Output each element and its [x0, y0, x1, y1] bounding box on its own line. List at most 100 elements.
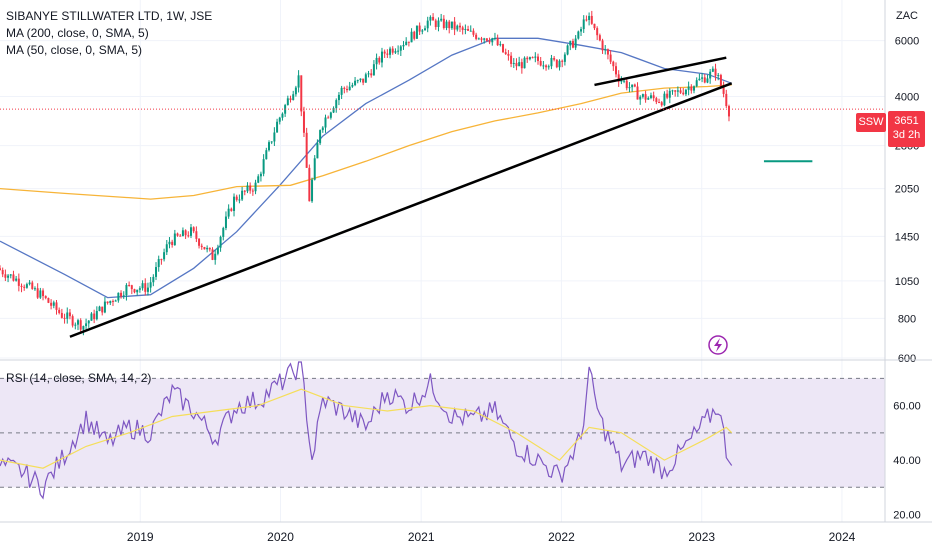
- candle-down: [660, 102, 663, 106]
- candle-up: [165, 244, 168, 253]
- ma200-label[interactable]: MA (200, close, 0, SMA, 5): [6, 26, 149, 40]
- candle-down: [111, 300, 114, 302]
- candle-down: [719, 75, 722, 87]
- candle-up: [152, 276, 155, 283]
- candle-up: [566, 45, 569, 55]
- candle-down: [727, 106, 730, 117]
- candle-up: [389, 48, 392, 55]
- candle-up: [28, 282, 31, 285]
- candle-up: [9, 274, 12, 276]
- candle-up: [604, 49, 607, 51]
- candle-up: [711, 68, 714, 72]
- candle-up: [332, 108, 335, 113]
- candle-up: [456, 25, 459, 30]
- price-tick: 2050: [895, 184, 919, 196]
- candle-down: [302, 111, 305, 133]
- candle-down: [633, 84, 636, 87]
- candle-up: [297, 75, 300, 88]
- candle-up: [429, 16, 432, 21]
- candle-down: [192, 227, 195, 232]
- candle-up: [569, 41, 572, 46]
- candle-up: [138, 288, 141, 290]
- candle-up: [577, 31, 580, 39]
- candle-down: [160, 259, 163, 261]
- candle-down: [432, 16, 435, 21]
- candle-up: [437, 20, 440, 27]
- candle-up: [717, 75, 720, 77]
- candle-up: [52, 302, 55, 306]
- candle-up: [219, 236, 222, 248]
- candle-down: [555, 59, 558, 68]
- candle-up: [66, 312, 69, 319]
- candle-down: [300, 75, 303, 112]
- candle-up: [547, 66, 550, 68]
- candle-up: [491, 38, 494, 43]
- candles[interactable]: [0, 10, 730, 336]
- candle-down: [596, 28, 599, 36]
- candle-up: [641, 94, 644, 97]
- rsi-label[interactable]: RSI (14, close, SMA, 14, 2): [6, 371, 152, 385]
- candle-up: [109, 300, 112, 304]
- candle-up: [155, 267, 158, 277]
- candle-up: [222, 228, 225, 237]
- candle-down: [545, 65, 548, 68]
- candle-down: [60, 312, 63, 318]
- candle-down: [249, 185, 252, 191]
- candle-down: [128, 284, 131, 286]
- candle-up: [483, 38, 486, 40]
- candle-down: [106, 301, 109, 304]
- candle-up: [25, 284, 28, 288]
- candle-up: [233, 196, 236, 211]
- trendline: [594, 56, 727, 87]
- candle-down: [179, 235, 182, 237]
- candle-up: [580, 29, 583, 32]
- candle-up: [90, 313, 93, 321]
- currency-label: ZAC: [896, 10, 918, 22]
- ma50-label[interactable]: MA (50, close, 0, SMA, 5): [6, 43, 143, 57]
- time-tick: 2022: [548, 530, 575, 544]
- rsi-tick: 60.00: [893, 401, 921, 413]
- candle-up: [33, 288, 36, 290]
- candle-up: [424, 28, 427, 31]
- drawings[interactable]: [0, 56, 885, 338]
- bar-countdown: 3d 2h: [892, 129, 921, 141]
- candle-down: [488, 40, 491, 43]
- lightning-icon[interactable]: [708, 335, 728, 355]
- candle-up: [157, 259, 160, 268]
- candle-down: [593, 23, 596, 29]
- candle-up: [354, 80, 357, 86]
- candle-down: [485, 38, 488, 41]
- candle-down: [617, 74, 620, 82]
- candle-up: [397, 50, 400, 52]
- candle-up: [335, 100, 338, 109]
- candle-up: [149, 282, 152, 288]
- candle-up: [15, 278, 18, 281]
- candle-down: [442, 18, 445, 28]
- candle-up: [273, 132, 276, 142]
- candle-up: [534, 56, 537, 58]
- trendline: [69, 82, 733, 338]
- symbol-title[interactable]: SIBANYE STILLWATER LTD, 1W, JSE: [6, 9, 213, 23]
- candle-down: [507, 53, 510, 56]
- candle-up: [364, 74, 367, 83]
- candle-down: [251, 190, 254, 192]
- candle-up: [227, 208, 230, 217]
- candle-up: [563, 54, 566, 62]
- candle-up: [550, 57, 553, 67]
- candle-down: [453, 21, 456, 30]
- candle-up: [103, 301, 106, 313]
- candle-up: [340, 87, 343, 95]
- candle-down: [510, 55, 513, 64]
- candle-down: [31, 282, 34, 289]
- candle-up: [337, 94, 340, 101]
- candle-down: [343, 87, 346, 89]
- candle-down: [644, 94, 647, 100]
- candle-down: [539, 60, 542, 66]
- candle-up: [216, 247, 219, 254]
- candle-up: [698, 78, 701, 81]
- candle-up: [528, 57, 531, 60]
- candle-down: [383, 51, 386, 54]
- candle-up: [620, 80, 623, 82]
- candle-up: [117, 292, 120, 301]
